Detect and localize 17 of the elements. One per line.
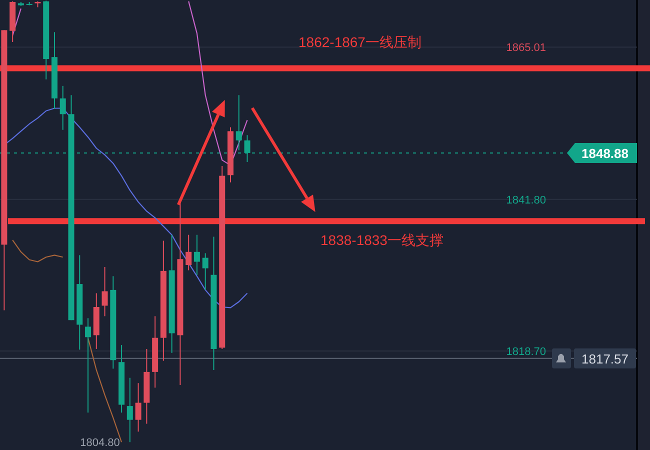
candlestick [202,252,208,290]
ref-line-label: 1838-1833一线支撑 [320,232,444,248]
candlestick [60,85,66,130]
y-tick-label: 1865.01 [506,42,546,54]
candlestick [236,94,242,151]
ref-line-label: 1817.57 [582,351,628,366]
y-tick-label: 1841.80 [506,194,546,206]
candlestick [102,266,108,317]
candlestick [126,377,133,443]
candlestick [194,234,200,276]
ref-line-label: 1862-1867一线压制 [298,34,422,50]
candlestick [135,382,142,432]
candlestick [85,318,92,414]
y-tick-label: 1818.70 [506,346,546,358]
candlestick [186,234,192,271]
annotation: 1804.80 [80,437,120,449]
ref-line-label: 1848.88 [582,146,628,161]
